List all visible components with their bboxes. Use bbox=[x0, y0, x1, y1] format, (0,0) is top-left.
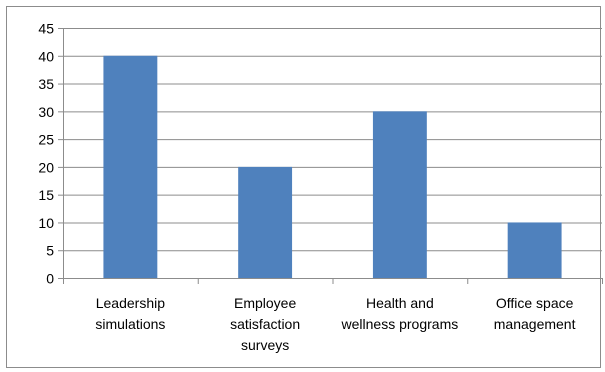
x-category-label-3: Health and wellness programs bbox=[341, 295, 459, 332]
x-category-labels: Leadership simulations Employee satisfactio… bbox=[95, 295, 575, 353]
x-category-label-line: Leadership bbox=[96, 295, 165, 311]
x-category-label-line: satisfaction bbox=[230, 316, 300, 332]
y-tick-label: 45 bbox=[38, 21, 54, 37]
y-tick-label: 25 bbox=[38, 132, 54, 148]
bar-2 bbox=[238, 166, 293, 278]
y-tick-label: 40 bbox=[38, 48, 54, 64]
bars bbox=[103, 55, 562, 279]
y-tick-labels: 0 5 10 15 20 25 30 35 40 45 bbox=[38, 21, 54, 287]
bar-4 bbox=[507, 222, 562, 278]
x-category-label-line: surveys bbox=[241, 337, 289, 353]
axes bbox=[58, 28, 603, 284]
x-category-label-line: wellness programs bbox=[341, 316, 459, 332]
y-tick-label: 30 bbox=[38, 104, 54, 120]
y-tick-label: 5 bbox=[46, 243, 54, 259]
x-category-label-line: Health and bbox=[366, 295, 434, 311]
x-category-label-line: simulations bbox=[95, 316, 165, 332]
x-category-label-line: Office space bbox=[496, 295, 574, 311]
y-tick-label: 20 bbox=[38, 159, 54, 175]
x-category-label-line: management bbox=[494, 316, 576, 332]
x-category-label-line: Employee bbox=[234, 295, 296, 311]
bar-3 bbox=[372, 111, 427, 278]
y-tick-label: 10 bbox=[38, 215, 54, 231]
x-category-label-4: Office space management bbox=[494, 295, 576, 332]
x-category-label-2: Employee satisfaction surveys bbox=[230, 295, 300, 353]
x-category-label-1: Leadership simulations bbox=[95, 295, 165, 332]
y-tick-label: 15 bbox=[38, 187, 54, 203]
y-tick-label: 0 bbox=[46, 271, 54, 287]
y-tick-label: 35 bbox=[38, 76, 54, 92]
bar-1 bbox=[103, 55, 158, 279]
